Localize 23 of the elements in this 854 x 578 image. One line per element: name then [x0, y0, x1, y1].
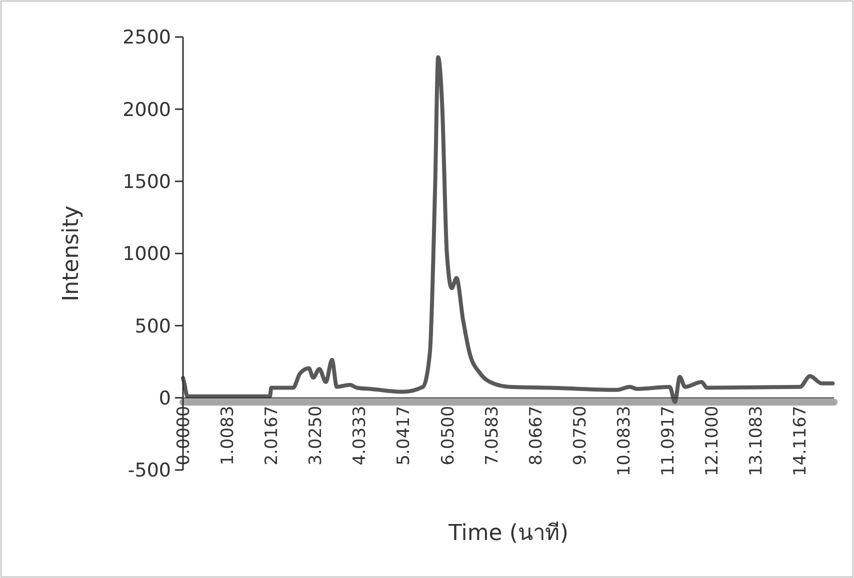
x-tick-label: 8.0667 — [526, 406, 546, 466]
x-tick-label: 12.1000 — [702, 406, 723, 476]
y-tick-label: 1500 — [122, 170, 171, 193]
y-tick-label: 2000 — [122, 98, 171, 121]
x-tick-label: 4.0333 — [350, 406, 370, 466]
x-tick-label: 14.1167 — [790, 406, 811, 476]
x-tick-label: 9.0750 — [570, 406, 590, 466]
y-tick-label: 500 — [134, 315, 171, 338]
x-tick-label: 3.0250 — [306, 406, 326, 466]
x-tick-label: 1.0083 — [218, 406, 238, 466]
x-axis-title: Time (นาที) — [448, 521, 568, 546]
x-tick-label: 2.0167 — [262, 406, 282, 466]
x-tick-label: 7.0583 — [482, 406, 502, 466]
x-tick-label: 5.0417 — [394, 406, 414, 466]
x-tick-label: 10.0833 — [614, 406, 634, 476]
y-tick-label: 0 — [158, 387, 171, 410]
y-tick-label: 1000 — [122, 243, 171, 266]
x-tick-label: 13.1083 — [746, 406, 767, 476]
y-tick-label: -500 — [128, 460, 171, 482]
y-tick-label: 2500 — [122, 26, 171, 49]
x-tick-label: 11.0917 — [658, 406, 679, 476]
x-tick-label: 6.0500 — [438, 406, 458, 466]
y-axis-title: Intensity — [59, 206, 84, 302]
